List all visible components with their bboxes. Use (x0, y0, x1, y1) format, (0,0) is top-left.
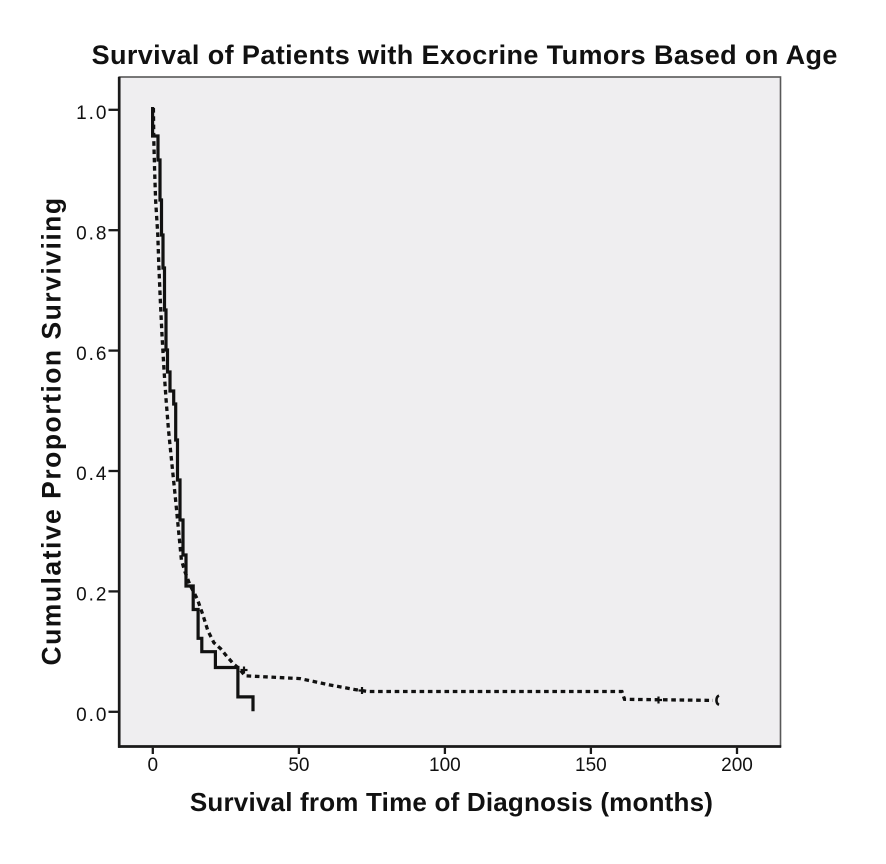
svg-text:Survival of Patients with Exoc: Survival of Patients with Exocrine Tumor… (92, 40, 838, 70)
svg-text:150: 150 (575, 755, 607, 776)
svg-text:0: 0 (148, 755, 159, 776)
svg-text:50: 50 (288, 755, 309, 776)
svg-text:200: 200 (721, 755, 753, 776)
svg-text:100: 100 (429, 755, 461, 776)
svg-text:Survival from Time of Diagnosi: Survival from Time of Diagnosis (months) (190, 787, 713, 817)
svg-text:0.4: 0.4 (76, 464, 108, 485)
svg-text:Cumulative Proportion Survivii: Cumulative Proportion Surviviing (37, 196, 67, 665)
svg-text:0.0: 0.0 (76, 705, 108, 726)
svg-text:1.0: 1.0 (76, 103, 108, 124)
svg-text:0.8: 0.8 (76, 223, 108, 244)
svg-text:0.2: 0.2 (76, 585, 108, 606)
svg-text:0.6: 0.6 (76, 344, 108, 365)
